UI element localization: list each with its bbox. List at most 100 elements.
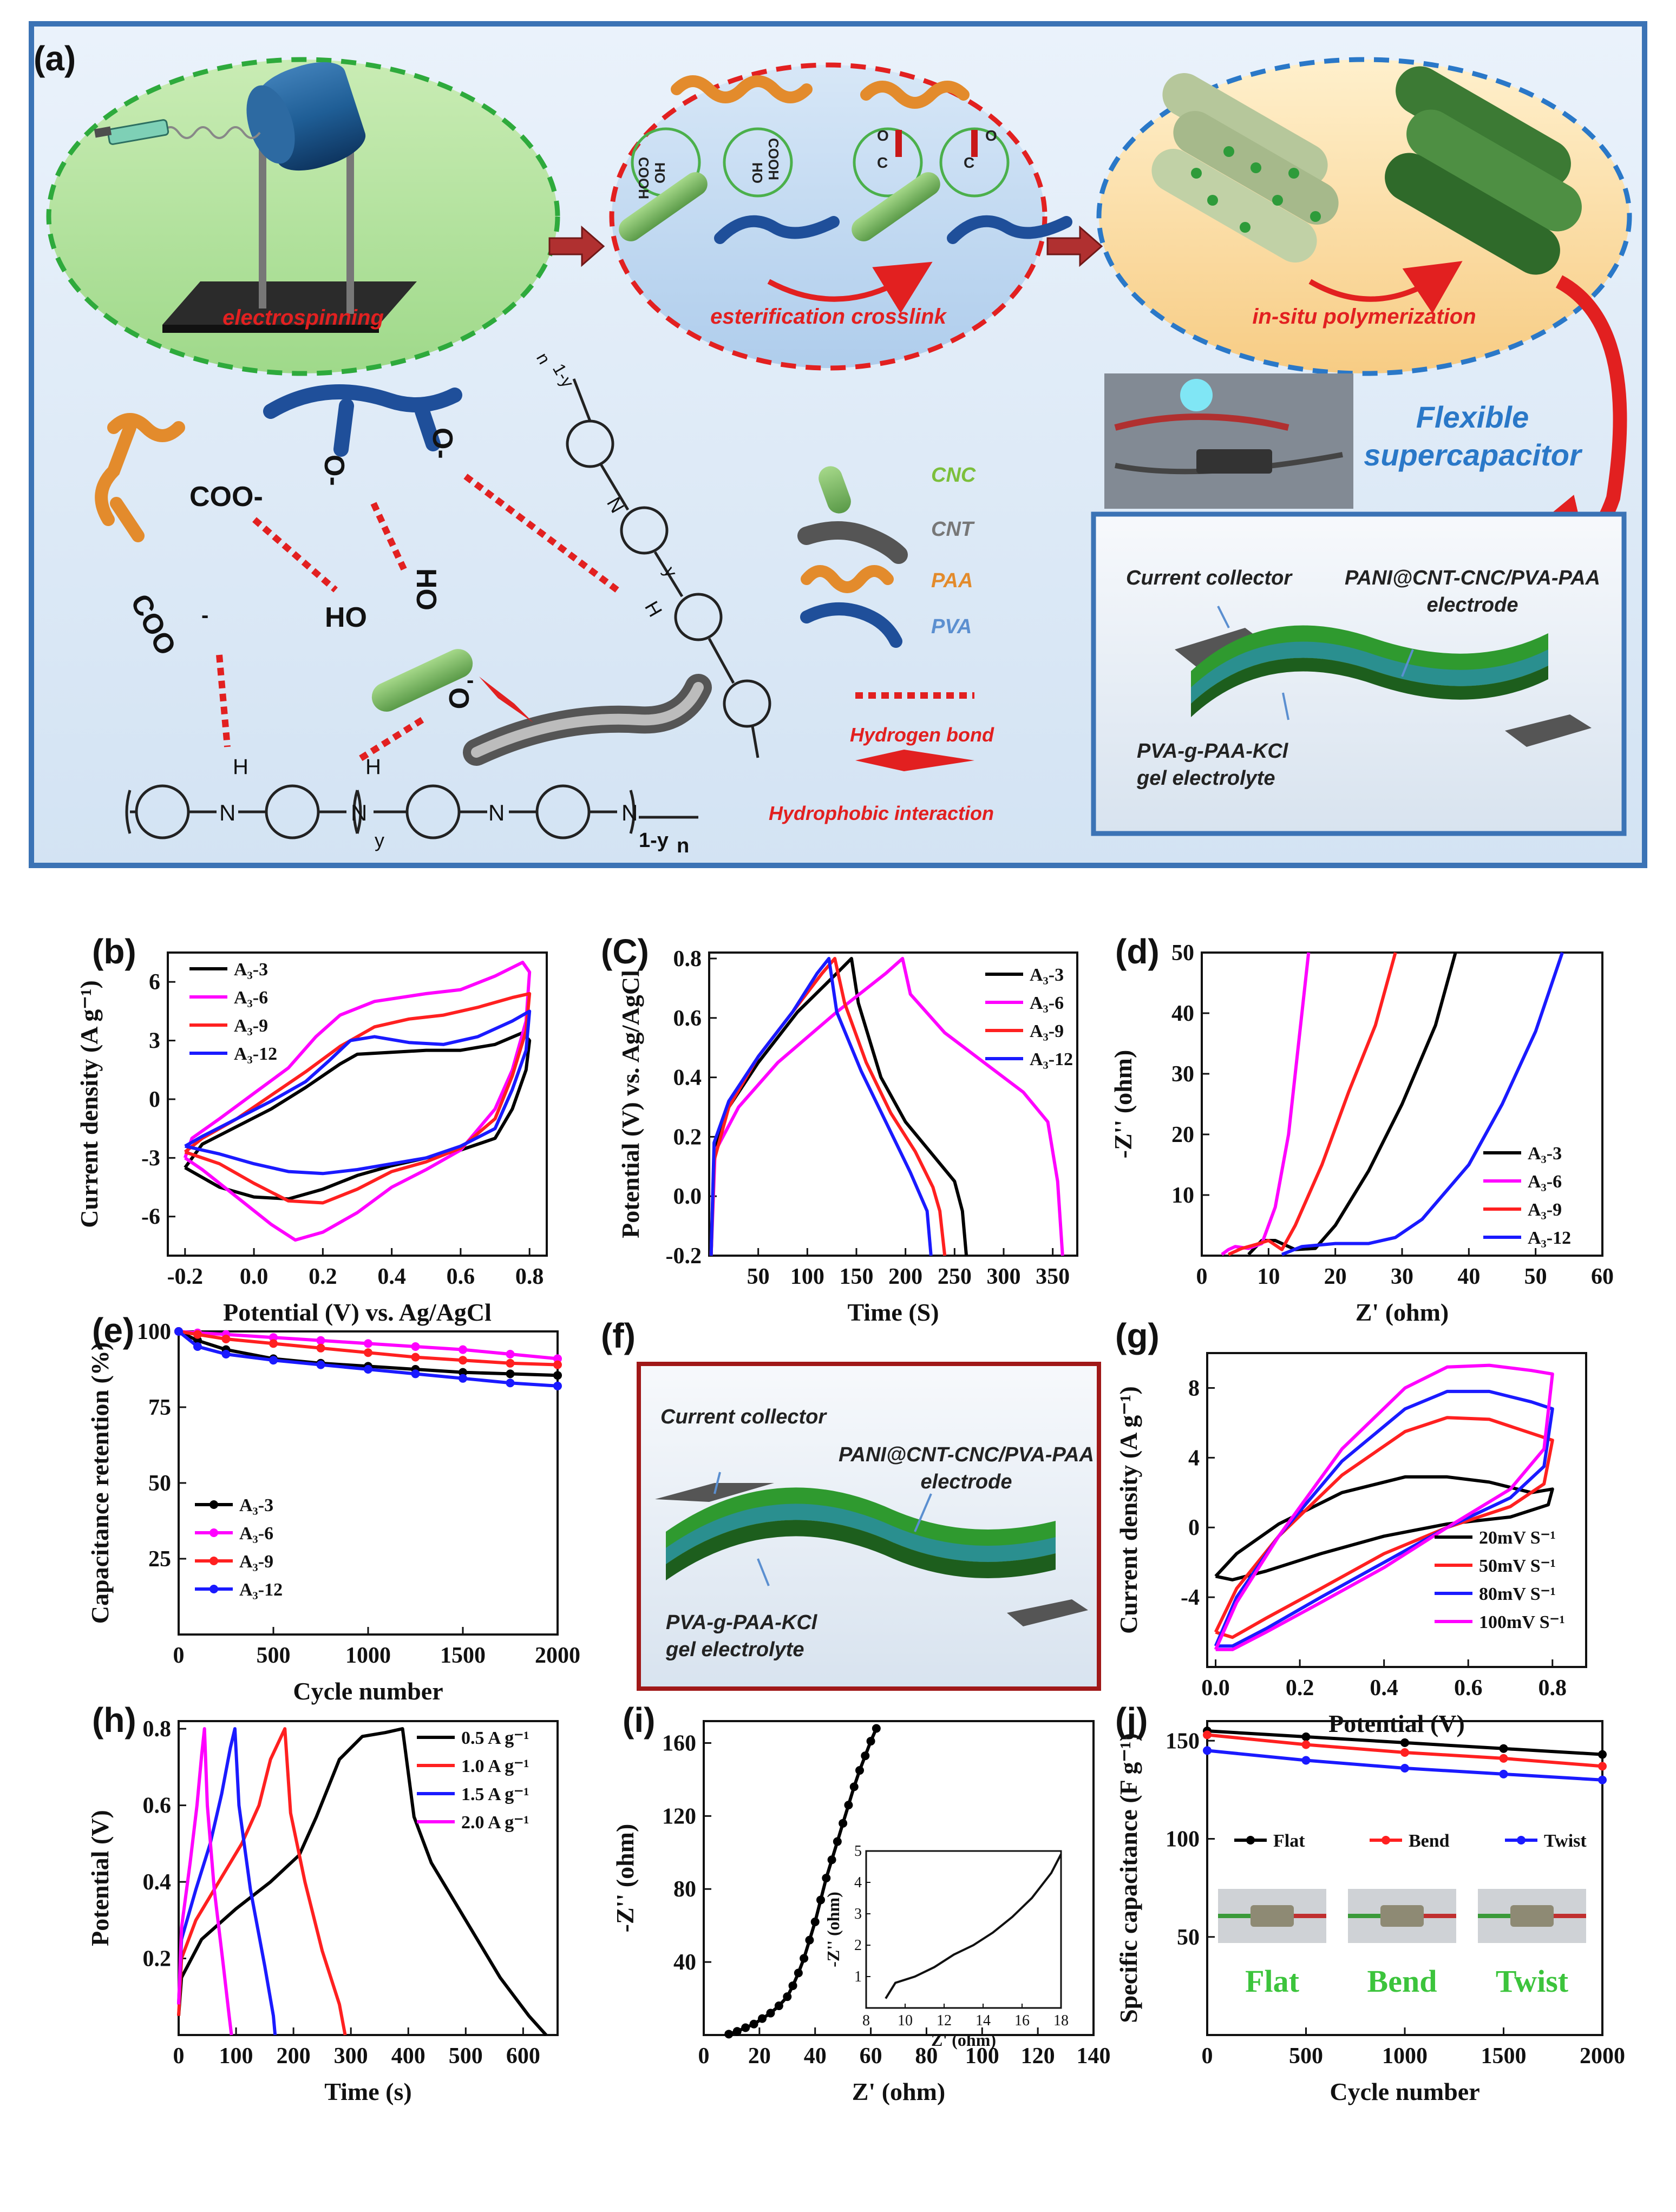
data-point: [506, 1369, 515, 1379]
y-tick-label: -4: [1181, 1585, 1200, 1610]
series-line: [1214, 1475, 1554, 1581]
legend-cnt: CNT: [931, 518, 975, 541]
x-tick-label: 0.8: [515, 1264, 544, 1289]
y-tick-label: 40: [1171, 1001, 1194, 1026]
series-line: [177, 1727, 277, 2036]
panel-a-label: (a): [34, 39, 76, 78]
ho-group-1: HO: [325, 602, 367, 633]
chemistry-schematic-icon: [95, 384, 712, 839]
legend-label: A₃-9: [1030, 1021, 1064, 1041]
device-a-gel-2: gel electrolyte: [1136, 767, 1275, 790]
data-point: [805, 1935, 814, 1945]
legend-label: 100mV S⁻¹: [1479, 1612, 1565, 1632]
inset-x-tick-label: 18: [1053, 2012, 1069, 2029]
legend-label: 80mV S⁻¹: [1479, 1584, 1556, 1604]
series-line: [177, 1727, 347, 2036]
c-atom-1: C: [877, 154, 888, 171]
x-axis-label: Potential (V) vs. Ag/AgCl: [223, 1298, 492, 1326]
pani-vertical-chain-icon: [566, 378, 771, 758]
inset-x-tick-label: 10: [898, 2012, 913, 2029]
o-minus-3-sup: -: [467, 668, 474, 692]
pani-h-1: H: [233, 755, 248, 779]
inset-y-tick-label: 3: [854, 1906, 862, 1922]
device-a-electrode-2: electrode: [1427, 594, 1518, 616]
x-axis-label: Cycle number: [293, 1677, 443, 1705]
y-axis-label: Potential (V): [86, 1810, 114, 1946]
panel-f-label: (f): [601, 1316, 636, 1355]
polymerization-fibers-icon: [1151, 66, 1582, 314]
panel-label: (j): [1115, 1701, 1148, 1740]
data-point: [459, 1356, 467, 1365]
inset-x-label: Z' (ohm): [931, 2030, 996, 2050]
data-point: [849, 1782, 859, 1791]
inset-y-tick-label: 2: [854, 1937, 862, 1954]
legend-label: Twist: [1544, 1831, 1587, 1851]
legend-label: A₃-3: [239, 1495, 273, 1515]
panel-label: (C): [601, 932, 649, 971]
series-line: [1214, 1389, 1554, 1648]
series-line: [178, 1330, 558, 1361]
legend-label: A₃-6: [1030, 993, 1064, 1013]
device-a-collector: Current collector: [1126, 567, 1293, 589]
x-tick-label: 0: [698, 2044, 710, 2069]
data-point: [844, 1801, 853, 1810]
legend-label: A₃-6: [239, 1524, 273, 1544]
x-tick-label: 10: [1257, 1264, 1280, 1289]
x-tick-label: 400: [391, 2044, 425, 2069]
data-point: [1598, 1775, 1607, 1784]
chart-e: (e) 0 500 1000 1500 2000 25 50 75 100 Cycle number…: [86, 1311, 580, 1705]
panel-label: (i): [623, 1701, 655, 1740]
led-device-photo: [1104, 373, 1353, 509]
series-line: [709, 957, 947, 1256]
data-point: [364, 1339, 372, 1348]
panel-label: (d): [1115, 932, 1160, 971]
y-tick-label: 0.4: [143, 1870, 172, 1895]
photo-device: [1251, 1905, 1294, 1927]
c-atom-2: C: [964, 154, 974, 171]
x-tick-label: 0.2: [1286, 1676, 1314, 1701]
x-tick-label: 500: [1289, 2044, 1323, 2069]
data-point: [794, 1968, 803, 1978]
legend-label: A₃-9: [239, 1552, 273, 1572]
y-tick-label: 50: [1171, 941, 1194, 966]
data-point: [193, 1330, 202, 1339]
x-tick-label: 50: [1524, 1264, 1547, 1289]
panel-label: (b): [92, 932, 136, 971]
y-tick-label: 4: [1188, 1446, 1200, 1471]
legend-marker: [1382, 1836, 1390, 1845]
y-tick-label: 0.6: [143, 1794, 172, 1819]
pani-subscript-n: n: [677, 835, 689, 857]
x-tick-label: 80: [915, 2044, 938, 2069]
pani-h-2: H: [365, 755, 381, 779]
plot-frame: [703, 1720, 1095, 2036]
legend-marker: [210, 1500, 218, 1509]
data-point: [269, 1356, 278, 1365]
x-tick-label: 0.4: [1370, 1676, 1398, 1701]
chart-d: (d) 0 10 20 30 40 50 60 10 20 30 40 50 Z' (ohm) -Z'' (…: [1109, 932, 1614, 1326]
device-f-gel-1: PVA-g-PAA-KCl: [666, 1611, 818, 1634]
y-tick-label: 160: [662, 1731, 696, 1756]
legend-marker: [210, 1528, 218, 1537]
legend-paa: PAA: [931, 569, 973, 592]
data-point: [316, 1336, 325, 1345]
series-line: [184, 1031, 532, 1201]
device-schematic-a-icon: [1175, 606, 1592, 747]
x-axis-label: Time (s): [324, 2078, 411, 2105]
esterification-schematic-icon: COOH HO COOH HO C O C O: [619, 75, 1072, 313]
x-axis-label: Z' (ohm): [852, 2078, 946, 2105]
data-point: [221, 1350, 231, 1358]
legend-label: A₃-12: [1030, 1049, 1073, 1069]
data-point: [193, 1336, 202, 1345]
x-tick-label: 100: [790, 1264, 824, 1289]
panel-label: (e): [92, 1311, 134, 1350]
legend-label: A₃-3: [234, 960, 268, 980]
y-axis-label: Current density (A g⁻¹): [1115, 1386, 1142, 1634]
x-tick-label: 200: [888, 1264, 922, 1289]
data-point: [1499, 1769, 1508, 1778]
x-tick-label: 120: [1021, 2044, 1055, 2069]
o-minus-2: O-: [427, 428, 458, 459]
data-point: [506, 1379, 515, 1388]
inset-y-tick-label: 4: [854, 1874, 862, 1891]
x-tick-label: 60: [1591, 1264, 1614, 1289]
